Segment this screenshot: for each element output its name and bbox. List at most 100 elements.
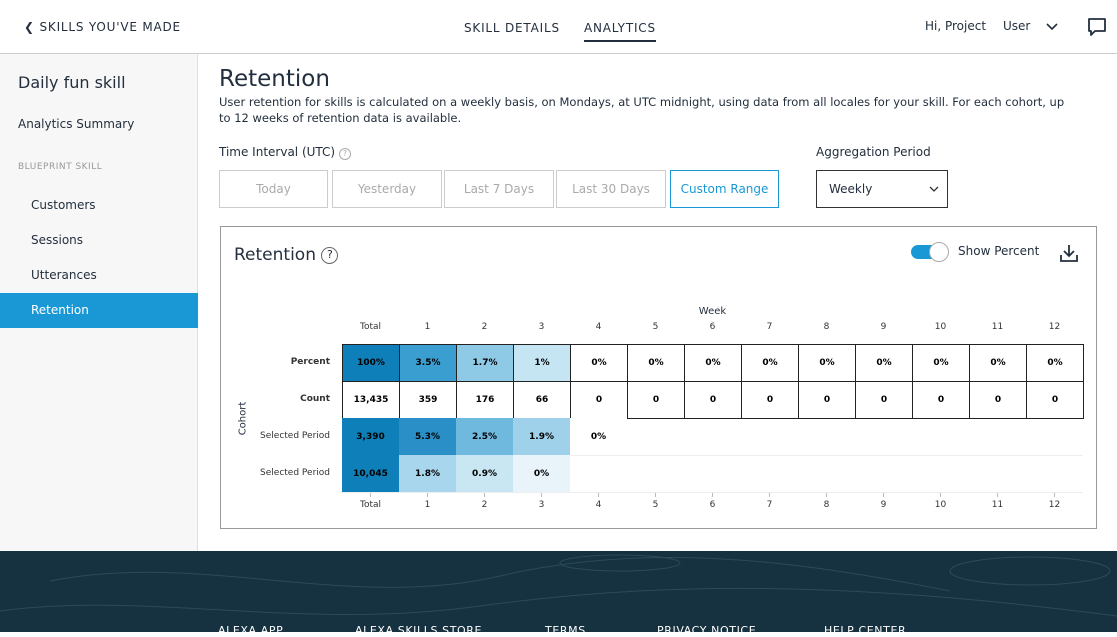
table-cell: 0%	[798, 344, 856, 382]
chat-icon[interactable]	[1086, 16, 1108, 38]
header: ❮ SKILLS YOU'VE MADE SKILL DETAILS ANALY…	[0, 0, 1117, 54]
table-cell: 0	[570, 381, 628, 419]
chevron	[929, 186, 939, 192]
footer	[0, 551, 1117, 632]
toggle[interactable]	[911, 242, 949, 262]
nav-item[interactable]: Analytics Summary	[18, 117, 135, 131]
card-title: Retention ?	[234, 245, 339, 265]
tick	[541, 492, 542, 497]
column-label: 12	[1048, 322, 1061, 332]
tick	[370, 492, 371, 497]
row-label: Percent	[290, 357, 330, 367]
table-cell: 1.7%	[456, 344, 514, 382]
table-cell: 0	[1026, 381, 1084, 419]
time-button[interactable]: Today	[219, 170, 328, 208]
tick	[655, 492, 656, 497]
table-cell: 2.5%	[456, 418, 513, 455]
table-cell: 0%	[1026, 344, 1084, 382]
table-cell: 10,045	[342, 455, 399, 492]
time-button[interactable]: Last 30 Days	[556, 170, 666, 208]
column-label: 12	[1048, 500, 1061, 510]
page-title: Retention	[219, 66, 330, 92]
column-label: 3	[538, 500, 545, 510]
tab-active[interactable]: ANALYTICS	[584, 21, 656, 42]
table-cell: 1.8%	[399, 455, 456, 492]
table-cell: 100%	[342, 344, 400, 382]
aggregation-select[interactable]: Weekly	[816, 170, 948, 208]
table-cell: 176	[456, 381, 514, 419]
table-cell: 0%	[570, 418, 627, 455]
time-button[interactable]: Last 7 Days	[444, 170, 554, 208]
time-button[interactable]: Yesterday	[332, 170, 442, 208]
column-label: 2	[481, 322, 488, 332]
time-button-active[interactable]: Custom Range	[670, 170, 779, 208]
table-cell: 0	[969, 381, 1027, 419]
table-cell: 3,390	[342, 418, 399, 455]
column-label: 11	[991, 322, 1004, 332]
help-icon[interactable]: ?	[338, 148, 351, 160]
table-cell: 0%	[570, 344, 628, 382]
tick	[940, 492, 941, 497]
tick	[427, 492, 428, 497]
column-label: 5	[652, 500, 659, 510]
column-label: Total	[359, 500, 382, 510]
footer-link[interactable]: PRIVACY NOTICE	[657, 624, 757, 637]
column-label: 8	[823, 500, 830, 510]
sidebar: Daily fun skill Analytics Summary BLUEPR…	[0, 54, 198, 551]
column-label: 9	[880, 500, 887, 510]
card: Retention ? Show Percent	[220, 226, 1097, 529]
table-cell: 0%	[969, 344, 1027, 382]
table-cell: 0%	[741, 344, 799, 382]
nav-item-active[interactable]: Retention	[0, 293, 198, 328]
table-cell: 1.9%	[513, 418, 570, 455]
footer-link[interactable]: TERMS	[545, 624, 586, 637]
back-link[interactable]: ❮ SKILLS YOU'VE MADE	[24, 20, 181, 34]
column-label: 3	[538, 322, 545, 332]
column-label: Total	[359, 322, 382, 332]
column-label: 9	[880, 322, 887, 332]
back-text: SKILLS YOU'VE MADE	[39, 20, 181, 34]
column-label: 2	[481, 500, 488, 510]
table-cell: 0%	[684, 344, 742, 382]
column-label: 11	[991, 500, 1004, 510]
column-label: 4	[595, 322, 602, 332]
footer-link[interactable]: HELP CENTER	[824, 624, 907, 637]
table-cell: 0%	[513, 455, 570, 492]
table-cell: 0.9%	[456, 455, 513, 492]
row-line	[342, 492, 1083, 493]
row-line	[342, 455, 1083, 456]
greeting: Hi, Project	[925, 19, 987, 33]
nav-item[interactable]: Customers	[31, 198, 96, 212]
footer-link[interactable]: ALEXA SKILLS STORE	[355, 624, 483, 637]
tick	[769, 492, 770, 497]
tick	[883, 492, 884, 497]
table-cell: 359	[399, 381, 457, 419]
table-cell: 0	[627, 381, 685, 419]
title-text: Retention	[234, 245, 316, 265]
table-cell: 0	[855, 381, 913, 419]
footer-link[interactable]: ALEXA APP	[218, 624, 284, 637]
tick	[712, 492, 713, 497]
column-label: 4	[595, 500, 602, 510]
nav-item[interactable]: Sessions	[31, 233, 84, 247]
column-label: 6	[709, 322, 716, 332]
table-cell: 0	[741, 381, 799, 419]
chevron	[1046, 23, 1058, 31]
download-icon[interactable]	[1059, 243, 1079, 263]
skill-name: Daily fun skill	[18, 73, 126, 92]
table-cell: 13,435	[342, 381, 400, 419]
column-label: 7	[766, 500, 773, 510]
table-cell: 0%	[912, 344, 970, 382]
user-menu[interactable]: User	[1003, 19, 1031, 33]
help-icon[interactable]: ?	[321, 246, 339, 264]
select-value: Weekly	[829, 182, 873, 196]
column-label: 10	[934, 500, 947, 510]
column-label: 10	[934, 322, 947, 332]
tick	[1054, 492, 1055, 497]
tick	[598, 492, 599, 497]
column-label: 7	[766, 322, 773, 332]
nav-item[interactable]: Utterances	[31, 268, 97, 282]
column-label: 8	[823, 322, 830, 332]
tab[interactable]: SKILL DETAILS	[464, 21, 560, 35]
